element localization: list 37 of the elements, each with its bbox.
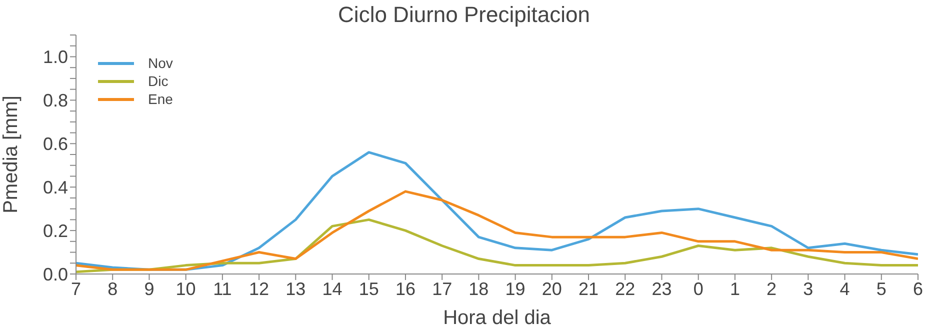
- x-tick-label: 0: [693, 278, 704, 299]
- x-tick-label: 20: [542, 278, 562, 299]
- x-tick-label: 19: [505, 278, 526, 299]
- x-tick-label: 9: [144, 278, 154, 299]
- x-tick-label: 13: [286, 278, 306, 299]
- legend-label: Dic: [148, 72, 168, 90]
- y-axis-title: Pmedia [mm]: [0, 96, 22, 214]
- x-tick-label: 7: [70, 278, 82, 299]
- x-tick-label: 1: [730, 278, 740, 299]
- chart-title: Ciclo Diurno Precipitacion: [337, 2, 591, 28]
- x-tick-label: 23: [652, 278, 672, 299]
- y-tick-label: 0.4: [42, 177, 68, 198]
- y-tick-label: 0.6: [42, 134, 68, 154]
- x-tick-label: 5: [876, 278, 886, 299]
- x-tick-label: 11: [213, 278, 232, 299]
- x-tick-label: 14: [322, 278, 342, 299]
- x-tick-label: 15: [358, 278, 379, 299]
- y-tick-label: 1.0: [42, 47, 68, 68]
- line-series: [76, 190, 918, 271]
- y-tick-label: 0.0: [42, 264, 68, 284]
- y-tick-label: 0.2: [42, 220, 68, 241]
- x-tick-label: 10: [176, 278, 196, 299]
- x-tick-label: 2: [766, 278, 777, 299]
- x-tick-label: 18: [468, 278, 489, 299]
- y-tick-label: 0.8: [42, 90, 68, 111]
- x-tick-label: 4: [840, 278, 850, 299]
- x-tick-label: 3: [803, 278, 814, 299]
- x-tick-label: 12: [249, 278, 270, 299]
- x-tick-label: 21: [578, 278, 599, 299]
- legend-label: Ene: [148, 90, 173, 108]
- x-tick-label: 6: [912, 278, 924, 299]
- legend-label: Nov: [148, 54, 173, 72]
- x-axis-title: Hora del dia: [443, 307, 552, 329]
- x-tick-label: 17: [432, 278, 452, 299]
- x-tick-label: 22: [615, 278, 636, 299]
- x-tick-label: 8: [108, 278, 118, 299]
- x-tick-label: 16: [395, 278, 416, 299]
